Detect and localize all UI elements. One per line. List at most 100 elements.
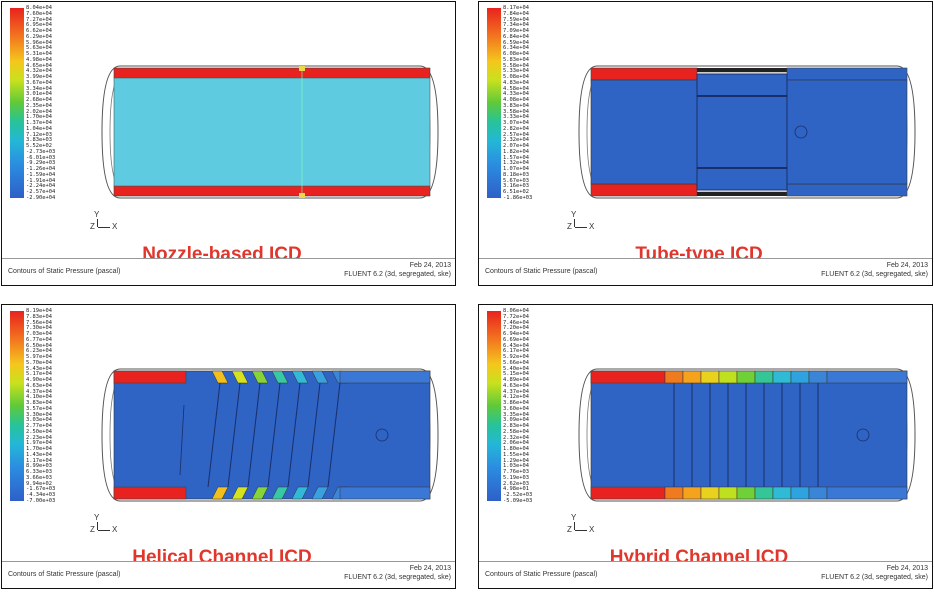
colorbar-tick: 7.72e+04 [503, 313, 529, 320]
colorbar-tick: 5.97e+04 [26, 354, 52, 361]
colorbar-tick: 2.07e+04 [503, 143, 529, 150]
footer-info: Feb 24, 2013 FLUENT 6.2 (3d, segregated, … [821, 565, 928, 583]
colorbar-tick: 1.03e+04 [503, 463, 529, 470]
colorbar-tick: 3.57e+04 [26, 405, 52, 412]
icd-geometry [578, 65, 916, 199]
colorbar-tick: 3.99e+04 [26, 74, 52, 81]
colorbar-tick: 2.58e+04 [503, 428, 529, 435]
colorbar-tick: 5.63e+04 [26, 45, 52, 52]
colorbar-tick: 5.33e+04 [503, 68, 529, 75]
contour-panel-tube: 8.17e+04 7.84e+04 7.59e+04 7.34e+04 7.09e+04… [478, 1, 933, 286]
colorbar [487, 311, 501, 501]
colorbar-tick: 5.70e+04 [26, 359, 52, 366]
colorbar-tick: -4.34e+03 [26, 492, 56, 499]
colorbar-tick: 5.08e+04 [503, 74, 529, 81]
colorbar-tick: -1.67e+03 [26, 486, 56, 493]
colorbar-tick: 4.63e+04 [503, 382, 529, 389]
colorbar-tick: 7.59e+04 [503, 16, 529, 23]
axis-line-horizontal [575, 530, 587, 531]
colorbar-tick: 2.83e+04 [503, 423, 529, 430]
colorbar-tick: 1.57e+04 [503, 154, 529, 161]
panel-footer: Contours of Static Pressure (pascal) Feb … [479, 561, 932, 588]
colorbar-tick: 7.83e+04 [26, 313, 52, 320]
colorbar-tick: 6.69e+04 [503, 336, 529, 343]
colorbar-tick: 3.83e+04 [26, 400, 52, 407]
colorbar-tick: 1.43e+04 [26, 451, 52, 458]
footer-date: Feb 24, 2013 [886, 262, 928, 269]
colorbar-tick: -1.59e+04 [26, 171, 56, 178]
colorbar-tick: 3.34e+04 [26, 85, 52, 92]
panel-footer: Contours of Static Pressure (pascal) Feb … [479, 258, 932, 285]
axis-label-y: Y [94, 513, 100, 522]
colorbar-tick: 3.86e+04 [503, 400, 529, 407]
footer-solver: FLUENT 6.2 (3d, segregated, ske) [821, 270, 928, 278]
footer-info: Feb 24, 2013 FLUENT 6.2 (3d, segregated, … [344, 262, 451, 280]
colorbar-tick: 7.09e+04 [503, 28, 529, 35]
footer-caption: Contours of Static Pressure (pascal) [485, 571, 598, 578]
panel-footer: Contours of Static Pressure (pascal) Feb … [2, 561, 455, 588]
footer-solver: FLUENT 6.2 (3d, segregated, ske) [344, 270, 451, 278]
colorbar-tick: 6.34e+04 [503, 45, 529, 52]
colorbar-tick: 7.03e+04 [26, 331, 52, 338]
footer-info: Feb 24, 2013 FLUENT 6.2 (3d, segregated, … [821, 262, 928, 280]
colorbar-tick: 3.60e+04 [503, 405, 529, 412]
colorbar-tick: 7.12e+03 [26, 131, 52, 138]
colorbar-tick: 9.94e+02 [26, 480, 52, 487]
footer-solver: FLUENT 6.2 (3d, segregated, ske) [344, 573, 451, 581]
colorbar-tick: 2.50e+04 [26, 428, 52, 435]
colorbar [10, 8, 24, 198]
colorbar-tick: 2.68e+04 [26, 97, 52, 104]
axis-label-x: X [589, 525, 595, 534]
colorbar-tick: 5.17e+04 [26, 371, 52, 378]
colorbar-tick: 6.59e+04 [503, 39, 529, 46]
colorbar-tick: 5.83e+04 [503, 56, 529, 63]
axis-line-horizontal [98, 530, 110, 531]
colorbar-tick: 1.70e+04 [26, 114, 52, 121]
colorbar-tick: 5.92e+04 [503, 354, 529, 361]
colorbar-tick: 7.76e+03 [503, 469, 529, 476]
colorbar-tick: 2.06e+04 [503, 440, 529, 447]
axis-line-vertical [574, 219, 575, 227]
colorbar-tick: 5.66e+04 [503, 359, 529, 366]
colorbar-tick: 4.12e+04 [503, 394, 529, 401]
contour-panel-nozzle: 8.04e+04 7.60e+04 7.27e+04 6.95e+04 6.62e+04… [1, 1, 456, 286]
colorbar-tick: 2.77e+04 [26, 423, 52, 430]
footer-caption: Contours of Static Pressure (pascal) [8, 571, 121, 578]
colorbar-tick: -2.57e+04 [26, 189, 56, 196]
colorbar-tick: 5.40e+04 [503, 365, 529, 372]
colorbar-tick: 4.58e+04 [503, 85, 529, 92]
colorbar-tick: 4.37e+04 [26, 388, 52, 395]
colorbar-tick: 7.30e+04 [26, 325, 52, 332]
axis-label-z: Z [90, 222, 95, 231]
colorbar-tick: 8.17e+04 [503, 5, 529, 11]
axis-line-vertical [574, 522, 575, 530]
colorbar-tick: 1.04e+04 [26, 125, 52, 132]
colorbar-tick: 3.09e+04 [503, 417, 529, 424]
colorbar-tick: 6.77e+04 [26, 336, 52, 343]
colorbar-tick: 7.34e+04 [503, 22, 529, 29]
colorbar-tick: 3.01e+04 [26, 91, 52, 98]
colorbar-tick: 2.35e+04 [26, 102, 52, 109]
colorbar-tick: 1.82e+04 [503, 148, 529, 155]
colorbar-tick-labels: 8.19e+04 7.83e+04 7.56e+04 7.30e+04 7.03e+04… [26, 308, 74, 505]
colorbar-tick: -2.24e+04 [26, 183, 56, 190]
colorbar-tick: 7.27e+04 [26, 16, 52, 23]
colorbar-tick: 6.29e+04 [26, 33, 52, 40]
colorbar-tick: 1.07e+04 [503, 166, 529, 173]
colorbar-tick: 7.20e+04 [503, 325, 529, 332]
axis-label-x: X [112, 525, 118, 534]
colorbar-tick: -5.09e+03 [503, 498, 533, 504]
colorbar-tick: 1.55e+04 [503, 451, 529, 458]
colorbar-tick: 3.66e+03 [26, 474, 52, 481]
icd-geometry [101, 368, 439, 502]
colorbar-tick: 4.08e+04 [503, 97, 529, 104]
axis-label-y: Y [571, 513, 577, 522]
colorbar-tick: -1.91e+04 [26, 177, 56, 184]
footer-caption: Contours of Static Pressure (pascal) [485, 268, 598, 275]
colorbar-tick: 7.84e+04 [503, 10, 529, 17]
footer-date: Feb 24, 2013 [886, 565, 928, 572]
colorbar-tick: 8.18e+03 [503, 171, 529, 178]
icd-geometry [578, 368, 916, 502]
colorbar-tick: -2.52e+03 [503, 492, 533, 499]
colorbar-tick: 6.51e+02 [503, 189, 529, 196]
